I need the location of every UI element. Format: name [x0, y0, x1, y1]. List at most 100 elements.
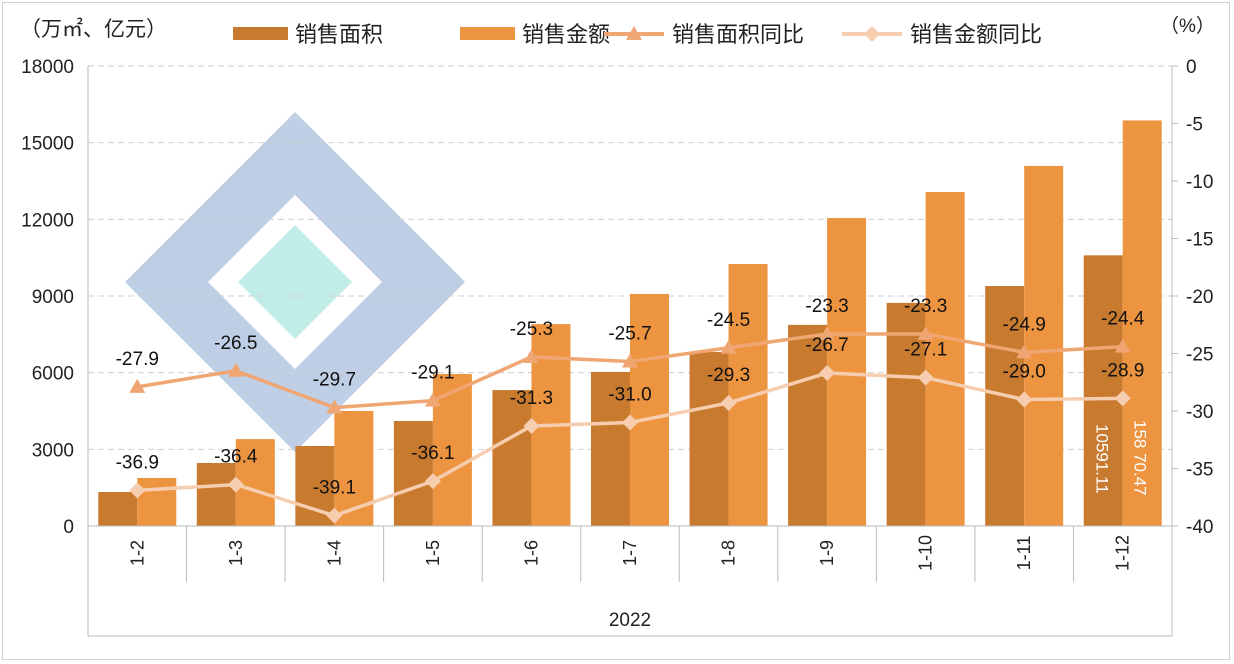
marker-area-yoy [622, 353, 638, 368]
marker-area-yoy [523, 348, 540, 363]
watermark-logo [125, 112, 465, 452]
data-label-amount-yoy: -31.3 [510, 388, 553, 409]
data-label-area-yoy: -23.3 [805, 296, 848, 317]
marker-amount-yoy [720, 394, 737, 411]
right-tick-label: -30 [1186, 402, 1213, 423]
bar-data-label-amount: 158 70.47 [1131, 420, 1150, 496]
bar-sales-amount [630, 293, 669, 526]
data-label-amount-yoy: -36.1 [411, 443, 454, 464]
marker-area-yoy [819, 325, 836, 340]
data-label-amount-yoy: -28.9 [1101, 360, 1144, 381]
category-label: 1-11 [1014, 536, 1034, 571]
marker-area-yoy [720, 339, 737, 354]
marker-area-yoy [1016, 344, 1033, 359]
marker-amount-yoy [424, 473, 441, 490]
bar-sales-area [1083, 255, 1123, 526]
marker-area-yoy [129, 378, 146, 393]
category-label: 1-9 [817, 540, 837, 566]
legend: 销售面积 销售金额 销售面积同比 销售金额同比 [233, 22, 1042, 47]
marker-amount-yoy [1114, 390, 1131, 407]
left-tick-label: 0 [63, 517, 74, 538]
bar-sales-area [98, 492, 138, 526]
category-label: 1-8 [719, 540, 739, 566]
data-label-amount-yoy: -27.1 [904, 340, 947, 361]
left-tick-label: 18000 [21, 57, 74, 78]
bar-sales-area [689, 351, 729, 526]
right-tick-label: -5 [1186, 115, 1203, 136]
data-label-area-yoy: -24.9 [1003, 314, 1046, 335]
left-tick-label: 3000 [32, 440, 74, 461]
right-tick-label: -10 [1186, 172, 1213, 193]
marker-amount-yoy [326, 507, 343, 524]
data-label-amount-yoy: -29.0 [1003, 362, 1046, 383]
right-unit-label: （%） [1160, 15, 1215, 37]
data-label-area-yoy: -29.1 [411, 363, 454, 384]
marker-area-yoy [1114, 338, 1131, 353]
data-label-area-yoy: -25.3 [510, 319, 553, 340]
right-tick-label: -25 [1186, 345, 1213, 366]
bar-sales-area [492, 390, 532, 526]
left-tick-label: 15000 [21, 134, 74, 155]
marker-amount-yoy [917, 369, 934, 386]
bar-sales-amount [925, 191, 965, 526]
legend-label: 销售金额同比 [910, 22, 1042, 47]
category-label: 1-12 [1113, 535, 1133, 571]
bar-sales-area [788, 324, 828, 526]
legend-swatch [233, 27, 288, 40]
marker-area-yoy [227, 362, 244, 377]
marker-amount-yoy [227, 476, 244, 493]
data-label-area-yoy: -24.4 [1101, 309, 1145, 330]
marker-area-yoy [917, 325, 934, 340]
bar-sales-area [591, 371, 630, 526]
marker-amount-yoy [523, 417, 540, 434]
data-label-area-yoy: -24.5 [707, 310, 750, 331]
category-label: 1-4 [324, 540, 344, 566]
data-label-amount-yoy: -36.9 [116, 452, 159, 473]
category-label: 1-7 [620, 540, 640, 566]
marker-area-yoy [424, 392, 441, 407]
bar-sales-amount [137, 477, 177, 526]
category-label: 1-5 [423, 540, 443, 566]
data-label-area-yoy: -26.5 [214, 333, 257, 354]
legend-label: 销售金额 [522, 22, 610, 47]
legend-marker-diamond [864, 26, 880, 42]
left-tick-label: 9000 [32, 287, 74, 308]
data-label-amount-yoy: -39.1 [313, 478, 356, 499]
category-label: 1-2 [127, 540, 147, 566]
marker-amount-yoy [129, 482, 146, 499]
right-tick-label: -40 [1186, 517, 1213, 538]
legend-label: 销售面积 [295, 22, 383, 47]
bar-sales-amount [334, 411, 374, 526]
data-label-amount-yoy: -36.4 [214, 447, 258, 468]
bar-sales-area [196, 463, 236, 526]
legend-swatch [460, 27, 515, 40]
data-label-area-yoy: -23.3 [904, 296, 947, 317]
bar-sales-area [393, 420, 433, 526]
group-label: 2022 [609, 610, 651, 631]
marker-amount-yoy [819, 365, 836, 382]
data-label-area-yoy: -27.9 [116, 349, 159, 370]
left-unit-label: （万㎡、亿元） [20, 17, 167, 41]
bar-sales-area [886, 302, 926, 526]
data-label-amount-yoy: -29.3 [707, 365, 750, 386]
marker-amount-yoy [622, 414, 638, 431]
bar-sales-amount [1122, 120, 1162, 526]
marker-area-yoy [326, 399, 343, 414]
legend-label: 销售面积同比 [672, 22, 804, 47]
right-tick-label: -35 [1186, 460, 1213, 481]
bar-sales-amount [1024, 165, 1064, 526]
data-label-area-yoy: -25.7 [608, 324, 651, 345]
legend-marker-triangle [626, 26, 642, 40]
marker-amount-yoy [1016, 391, 1033, 408]
data-label-amount-yoy: -26.7 [805, 335, 848, 356]
right-tick-label: -20 [1186, 287, 1213, 308]
category-label: 1-6 [521, 540, 541, 566]
category-label: 1-10 [916, 535, 936, 571]
bar-sales-amount [235, 439, 275, 526]
data-label-area-yoy: -29.7 [313, 370, 356, 391]
left-tick-label: 6000 [32, 364, 74, 385]
left-tick-label: 12000 [21, 210, 74, 231]
data-label-amount-yoy: -31.0 [608, 385, 651, 406]
